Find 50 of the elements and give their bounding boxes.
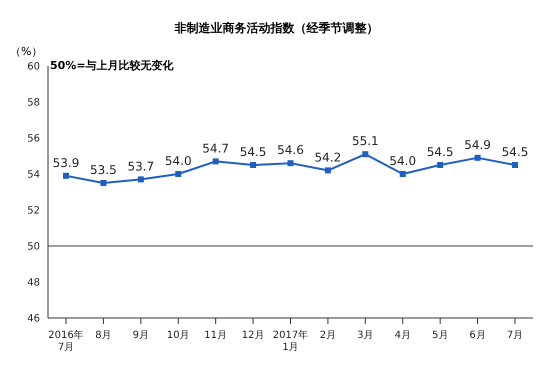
x-tick-label: 2016年 7月	[48, 329, 84, 353]
x-tick-label: 8月	[95, 330, 112, 341]
x-tick-label: 9月	[132, 330, 150, 341]
data-label: 54.6	[277, 143, 304, 158]
point	[512, 162, 518, 168]
data-label: 54.0	[164, 154, 192, 168]
point	[362, 151, 368, 158]
data-label: 54.9	[464, 138, 491, 152]
data-label: 54.0	[389, 154, 416, 168]
y-tick-label: 60	[27, 62, 40, 73]
y-axis-title: （%）	[10, 44, 42, 59]
data-label: 53.7	[127, 159, 154, 174]
point	[400, 171, 406, 177]
data-label: 53.9	[52, 156, 80, 170]
x-tick-label: 11月	[204, 330, 228, 341]
x-tick-label: 6月	[469, 330, 486, 341]
x-tick-label: 10月	[166, 330, 190, 341]
point	[288, 160, 294, 166]
data-label: 54.7	[202, 141, 230, 156]
x-tick-label: 5月	[432, 330, 448, 341]
x-tick-label: 12月	[242, 330, 264, 341]
y-tick-label: 56	[27, 134, 40, 145]
data-label: 54.5	[502, 145, 528, 159]
y-tick-label: 52	[27, 206, 40, 217]
x-tick-label: 2017年 1月	[272, 329, 308, 353]
y-tick-label: 50	[27, 242, 40, 253]
data-label: 55.1	[352, 134, 379, 148]
point	[250, 162, 256, 168]
data-label: 53.5	[90, 163, 117, 177]
data-label: 54.5	[426, 145, 454, 159]
y-tick-label: 58	[27, 98, 40, 109]
data-label: 54.2	[314, 150, 342, 164]
point	[63, 172, 69, 179]
point	[324, 167, 331, 174]
point	[100, 180, 106, 186]
point	[212, 158, 219, 164]
x-tick-label: 4月	[394, 330, 411, 341]
chart-title: 非制造业商务活动指数（经季节调整）	[174, 20, 380, 37]
data-label: 54.5	[240, 145, 266, 159]
point	[474, 154, 481, 161]
y-tick-label: 48	[27, 278, 40, 289]
annotation: 50%=与上月比较无变化	[50, 58, 174, 73]
x-tick-label: 7月	[506, 330, 524, 341]
x-tick-label: 3月	[357, 330, 374, 341]
y-tick-label: 46	[27, 314, 40, 325]
point	[138, 176, 144, 182]
point	[437, 162, 444, 168]
y-tick-label: 54	[27, 170, 40, 181]
point	[175, 171, 182, 177]
x-tick-label: 2月	[320, 330, 336, 341]
